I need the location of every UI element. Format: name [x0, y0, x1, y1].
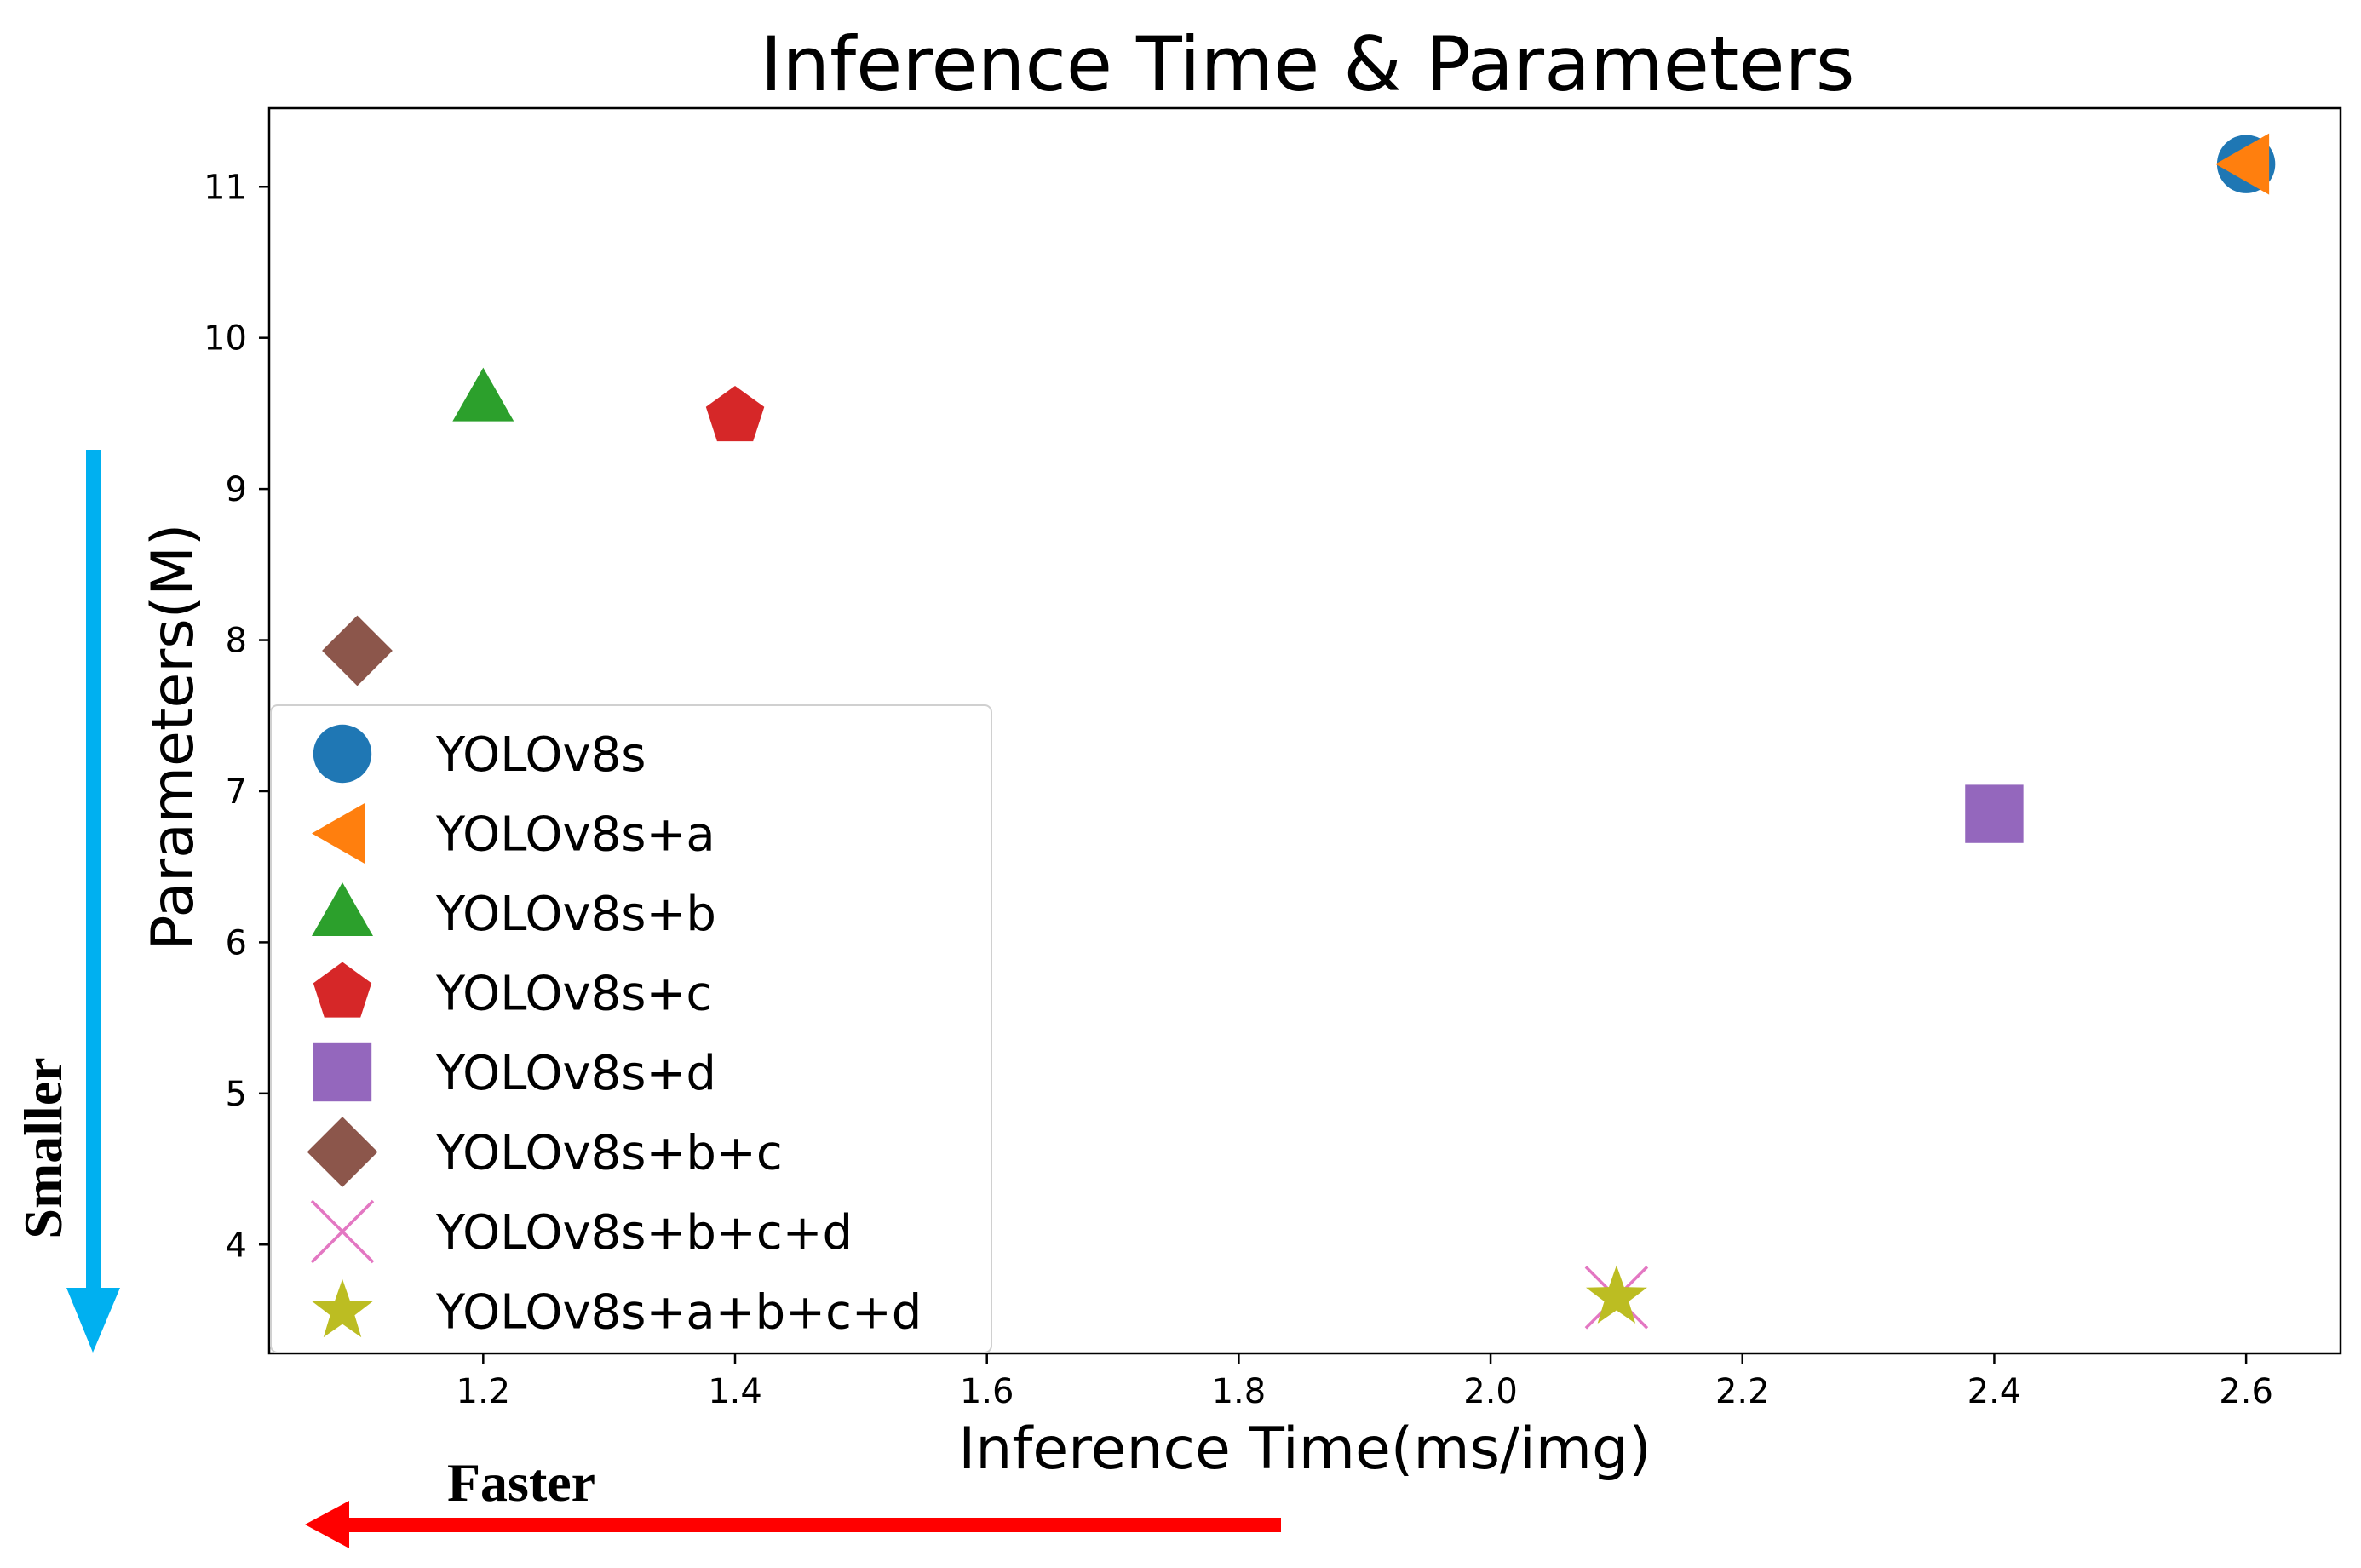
data-points [322, 133, 2276, 1330]
y-tick-label: 6 [226, 923, 247, 962]
legend-label: YOLOv8s+c [435, 967, 712, 1022]
faster-arrow-shaft [342, 1518, 1281, 1532]
legend-box [270, 704, 992, 1353]
y-tick-label: 4 [226, 1226, 247, 1265]
legend-marker-yolov8s [313, 724, 372, 784]
smaller-label: Smaller [13, 1057, 73, 1238]
point-yolov8s-a [2215, 133, 2270, 195]
x-tick-label: 1.4 [708, 1372, 762, 1411]
y-tick-label: 8 [226, 622, 247, 661]
point-yolov8s-d [1965, 784, 2024, 843]
legend-label: YOLOv8s [435, 727, 646, 783]
legend-label: YOLOv8s+b+c+d [435, 1205, 853, 1261]
legend-marker-yolov8s-a-b-c-d [312, 1278, 373, 1338]
legend-items: YOLOv8s YOLOv8s+a YOLOv8s+b YOLOv8s+c YOLOv8… [307, 724, 922, 1341]
point-yolov8s-b [452, 367, 514, 422]
y-axis-label: Parameters(M) [140, 524, 207, 951]
x-tick-label: 2.4 [1968, 1372, 2022, 1411]
plot-area-frame [267, 106, 2342, 1355]
legend-marker-yolov8s-b-c [307, 1117, 378, 1187]
y-axis-ticks: 4 5 6 7 8 9 10 11 [204, 168, 269, 1265]
y-tick-label: 9 [226, 470, 247, 509]
faster-arrow-head [305, 1501, 349, 1548]
legend-marker-yolov8s-a [312, 802, 365, 864]
legend-label: YOLOv8s+a [435, 807, 715, 863]
x-tick-label: 1.6 [960, 1372, 1014, 1411]
legend-label: YOLOv8s+d [435, 1046, 716, 1101]
faster-label: Faster [447, 1452, 595, 1513]
x-axis-ticks: 1.2 1.4 1.6 1.8 2.0 2.2 2.4 2.6 [457, 1353, 2273, 1411]
legend-marker-yolov8s-c [313, 962, 372, 1018]
y-tick-label: 10 [204, 319, 247, 359]
faster-annotation: Faster [305, 1452, 1281, 1548]
smaller-arrow-shaft [86, 450, 101, 1293]
x-tick-label: 1.8 [1212, 1372, 1267, 1411]
x-tick-label: 2.2 [1715, 1372, 1770, 1411]
legend-label: YOLOv8s+a+b+c+d [435, 1285, 922, 1341]
x-marker-stroke [310, 1199, 375, 1264]
y-tick-label: 5 [226, 1075, 247, 1114]
legend-label: YOLOv8s+b+c [435, 1126, 783, 1181]
x-tick-label: 2.0 [1463, 1372, 1518, 1411]
y-tick-label: 11 [204, 168, 247, 207]
point-yolov8s-c [705, 386, 765, 442]
x-axis-label: Inference Time(ms/img) [958, 1416, 1652, 1483]
point-yolov8s-b-c [322, 615, 393, 686]
smaller-arrow-head [66, 1288, 120, 1353]
y-tick-label: 7 [226, 773, 247, 812]
chart-title: Inference Time & Parameters [760, 20, 1854, 108]
legend-label: YOLOv8s+b [435, 887, 716, 942]
smaller-annotation: Smaller [13, 450, 120, 1353]
legend-marker-yolov8s-d [313, 1042, 372, 1102]
legend-marker-yolov8s-b-c-d [310, 1199, 375, 1264]
x-tick-label: 1.2 [457, 1372, 511, 1411]
point-yolov8s-a-b-c-d [1586, 1265, 1647, 1324]
x-tick-label: 2.6 [2219, 1372, 2273, 1411]
legend-marker-yolov8s-b [312, 882, 373, 936]
legend: YOLOv8s YOLOv8s+a YOLOv8s+b YOLOv8s+c YOLOv8… [270, 704, 992, 1353]
